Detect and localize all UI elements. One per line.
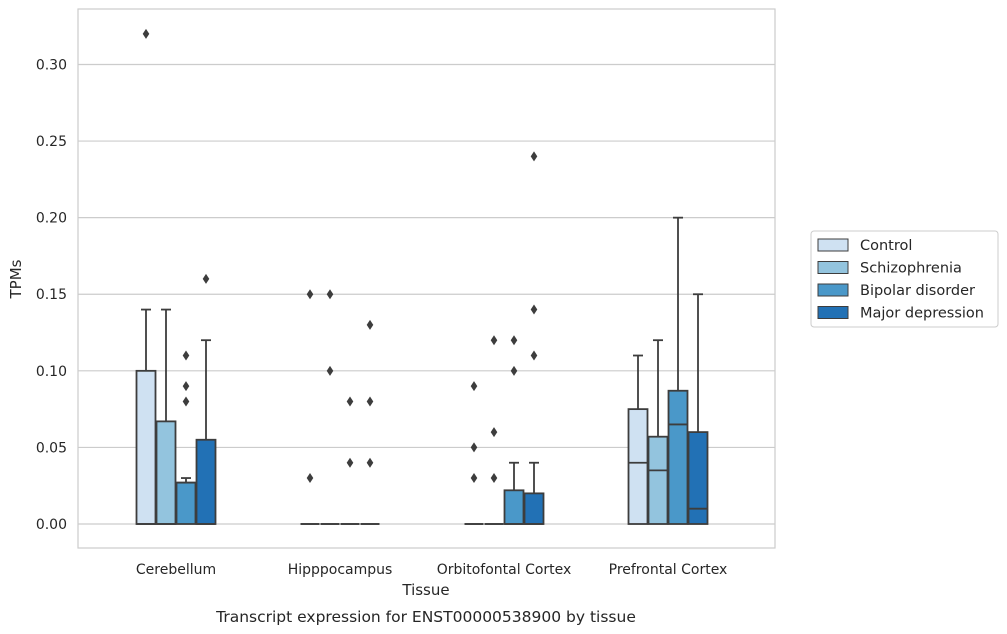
y-tick-label: 0.15	[36, 287, 67, 303]
outlier-point	[182, 396, 190, 407]
outlier-point	[490, 335, 498, 346]
box-iqr	[175, 481, 197, 525]
box-iqr	[155, 420, 177, 525]
box-major-depression	[687, 293, 709, 525]
box-bipolar-disorder	[175, 350, 197, 525]
outlier-point	[182, 381, 190, 392]
legend-swatch	[817, 238, 849, 252]
outlier-point	[326, 365, 334, 376]
outlier-point	[346, 396, 354, 407]
y-axis-label: TPMs	[7, 259, 25, 299]
box-control	[627, 354, 649, 525]
box-bipolar-disorder	[667, 216, 689, 525]
y-tick-labels: 0.00 0.05 0.10 0.15 0.20 0.25 0.30	[36, 57, 67, 533]
x-axis-label: Tissue	[401, 581, 449, 599]
box-schizophrenia	[484, 335, 504, 525]
plot-frame	[77, 8, 776, 549]
outlier-point	[142, 28, 150, 39]
x-tick-label: Hipppocampus	[288, 562, 393, 578]
chart-caption: Transcript expression for ENST0000053890…	[215, 608, 636, 626]
box-schizophrenia	[320, 289, 340, 525]
box-bipolar-disorder	[503, 335, 525, 525]
x-tick-labels: Cerebellum Hipppocampus Orbitofontal Corte…	[136, 562, 727, 578]
y-tick-label: 0.25	[36, 134, 67, 150]
legend-label: Bipolar disorder	[860, 283, 975, 299]
box-iqr	[503, 489, 525, 525]
box-iqr	[627, 408, 649, 525]
outlier-point	[490, 427, 498, 438]
y-tick-label: 0.30	[36, 57, 67, 73]
box-control	[300, 289, 320, 525]
outlier-point	[510, 365, 518, 376]
x-tick-label: Orbitofontal Cortex	[437, 562, 572, 578]
legend-swatch	[817, 261, 849, 274]
outlier-point	[366, 396, 374, 407]
legend-label: Control	[860, 238, 912, 254]
box-schizophrenia	[155, 308, 177, 525]
outlier-point	[530, 304, 538, 315]
gridlines	[78, 63, 775, 525]
legend-swatch	[817, 306, 849, 319]
box-iqr	[687, 431, 709, 525]
outlier-point	[510, 335, 518, 346]
legend-label: Schizophrenia	[860, 261, 962, 277]
y-tick-label: 0.00	[36, 517, 67, 533]
outlier-point	[470, 473, 478, 484]
box-iqr	[135, 369, 157, 525]
outlier-point	[346, 457, 354, 468]
box-major-depression	[523, 151, 545, 525]
box-major-depression	[195, 273, 217, 525]
outlier-point	[530, 151, 538, 162]
x-tick-label: Cerebellum	[136, 562, 216, 578]
y-tick-label: 0.10	[36, 364, 67, 380]
outlier-point	[326, 289, 334, 300]
outlier-point	[202, 273, 210, 284]
box-control	[464, 381, 484, 525]
outlier-point	[470, 442, 478, 453]
outlier-point	[530, 350, 538, 361]
box-bipolar-disorder	[340, 396, 360, 525]
box-control	[135, 28, 157, 525]
y-tick-label: 0.05	[36, 440, 67, 456]
box-major-depression	[360, 319, 380, 525]
outlier-point	[470, 381, 478, 392]
outlier-point	[182, 350, 190, 361]
legend: Control Schizophrenia Bipolar disorder Majo…	[810, 230, 999, 328]
box-iqr	[523, 492, 545, 525]
y-tick-label: 0.20	[36, 211, 67, 227]
box-iqr	[647, 435, 669, 525]
outlier-point	[490, 473, 498, 484]
box-groups	[135, 28, 709, 525]
outlier-point	[306, 289, 314, 300]
box-iqr	[195, 438, 217, 525]
legend-label: Major depression	[860, 306, 984, 322]
outlier-point	[306, 473, 314, 484]
legend-swatch	[817, 283, 849, 297]
outlier-point	[366, 319, 374, 330]
box-iqr	[667, 389, 689, 525]
outlier-point	[366, 457, 374, 468]
box-schizophrenia	[647, 339, 669, 525]
legend-frame	[810, 230, 999, 328]
x-tick-label: Prefrontal Cortex	[609, 562, 728, 578]
